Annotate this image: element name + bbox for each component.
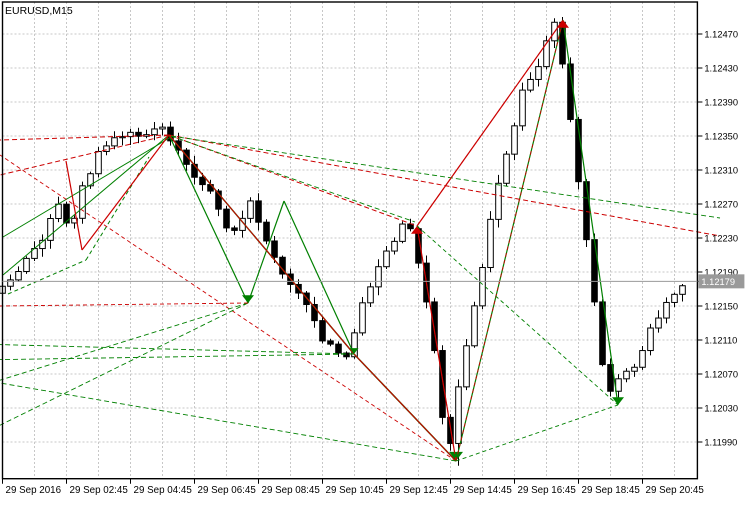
svg-text:1.12430: 1.12430 bbox=[704, 64, 738, 74]
svg-text:29 Sep 18:45: 29 Sep 18:45 bbox=[582, 485, 641, 496]
svg-text:1.12270: 1.12270 bbox=[704, 200, 738, 210]
svg-text:29 Sep 2016: 29 Sep 2016 bbox=[6, 485, 62, 496]
svg-text:1.12350: 1.12350 bbox=[704, 132, 738, 142]
svg-text:1.12470: 1.12470 bbox=[704, 30, 738, 40]
svg-text:29 Sep 16:45: 29 Sep 16:45 bbox=[518, 485, 577, 496]
svg-text:29 Sep 06:45: 29 Sep 06:45 bbox=[198, 485, 257, 496]
svg-text:1.12230: 1.12230 bbox=[704, 234, 738, 244]
svg-text:29 Sep 02:45: 29 Sep 02:45 bbox=[70, 485, 129, 496]
svg-text:1.12070: 1.12070 bbox=[704, 370, 738, 380]
svg-text:EURUSD,M15: EURUSD,M15 bbox=[5, 5, 73, 17]
svg-text:1.11990: 1.11990 bbox=[704, 438, 737, 448]
svg-text:29 Sep 04:45: 29 Sep 04:45 bbox=[134, 485, 193, 496]
svg-text:1.12179: 1.12179 bbox=[701, 277, 735, 287]
svg-text:29 Sep 20:45: 29 Sep 20:45 bbox=[646, 485, 705, 496]
svg-text:1.12390: 1.12390 bbox=[704, 98, 738, 108]
svg-text:29 Sep 10:45: 29 Sep 10:45 bbox=[326, 485, 385, 496]
svg-text:1.12110: 1.12110 bbox=[704, 336, 737, 346]
svg-text:29 Sep 14:45: 29 Sep 14:45 bbox=[454, 485, 513, 496]
svg-text:1.12310: 1.12310 bbox=[704, 166, 738, 176]
svg-text:1.12030: 1.12030 bbox=[704, 404, 738, 414]
svg-text:1.12150: 1.12150 bbox=[704, 302, 738, 312]
svg-text:29 Sep 08:45: 29 Sep 08:45 bbox=[262, 485, 321, 496]
svg-text:29 Sep 12:45: 29 Sep 12:45 bbox=[390, 485, 449, 496]
